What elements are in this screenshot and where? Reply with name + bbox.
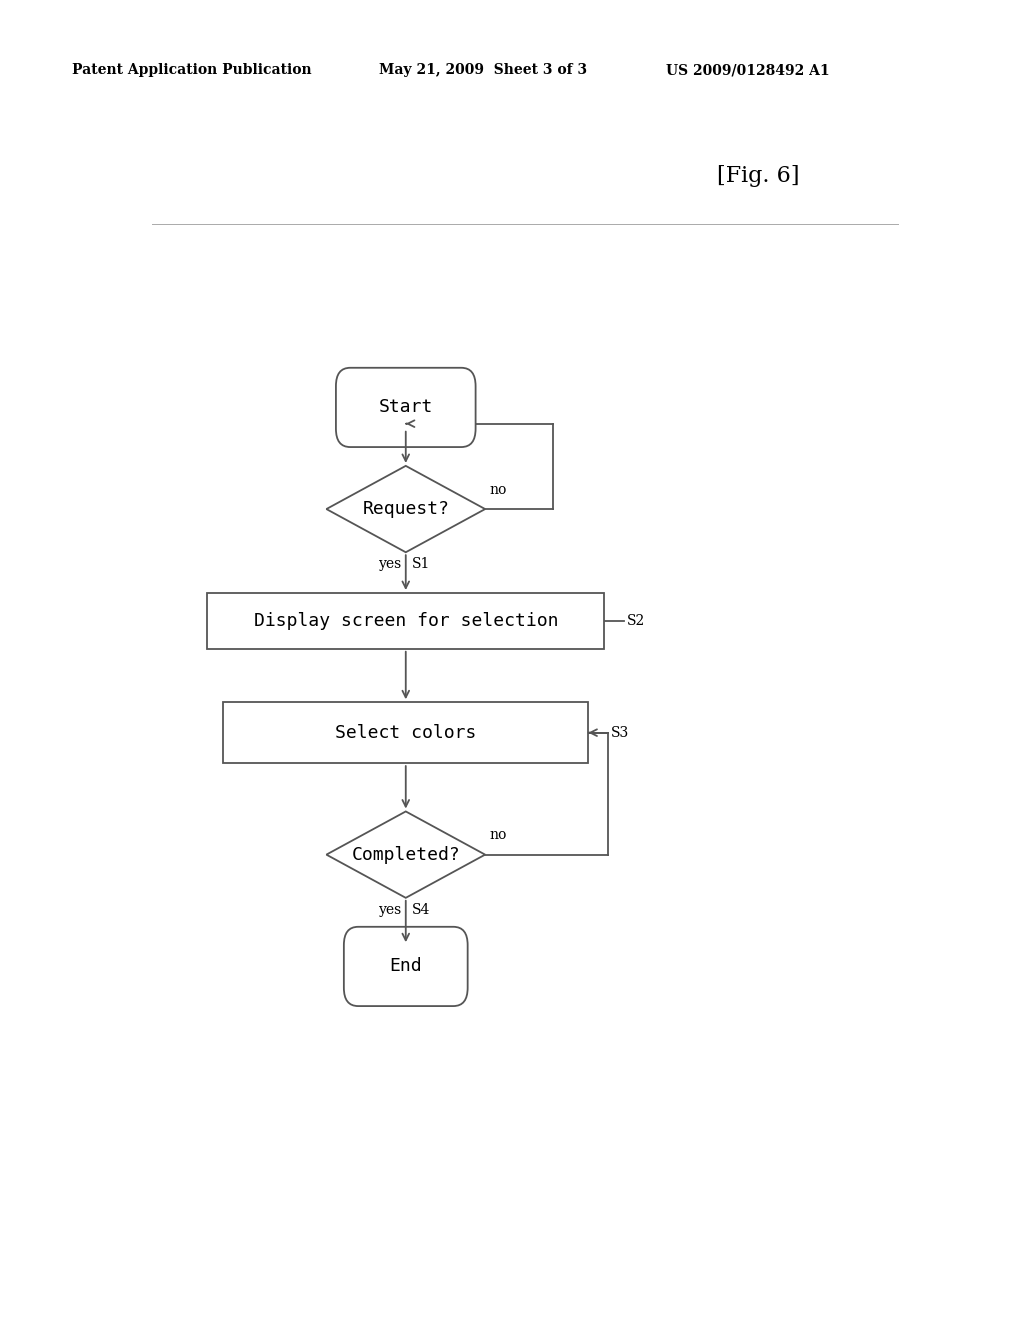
Polygon shape [327,466,485,552]
FancyBboxPatch shape [336,368,475,447]
Text: May 21, 2009  Sheet 3 of 3: May 21, 2009 Sheet 3 of 3 [379,63,587,78]
Text: Start: Start [379,399,433,416]
Bar [223,702,588,763]
Text: US 2009/0128492 A1: US 2009/0128492 A1 [666,63,829,78]
Text: [Fig. 6]: [Fig. 6] [717,165,800,187]
FancyBboxPatch shape [344,927,468,1006]
Text: no: no [489,483,507,496]
Bar [207,593,604,649]
Text: Request?: Request? [362,500,450,517]
Text: S1: S1 [412,557,430,572]
Text: yes: yes [379,557,401,572]
Text: Display screen for selection: Display screen for selection [254,612,558,630]
Text: yes: yes [379,903,401,917]
Text: Completed?: Completed? [351,846,460,863]
Text: S3: S3 [610,726,629,739]
Text: no: no [489,829,507,842]
Polygon shape [327,812,485,898]
Text: End: End [389,957,422,975]
Text: Patent Application Publication: Patent Application Publication [72,63,311,78]
Text: S2: S2 [627,614,645,628]
Text: S4: S4 [412,903,430,917]
Text: Select colors: Select colors [335,723,476,742]
